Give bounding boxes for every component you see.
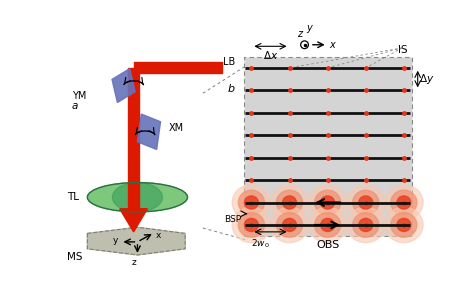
Text: XM: XM <box>168 123 183 133</box>
Text: b: b <box>228 84 235 94</box>
Text: $\Delta y$: $\Delta y$ <box>419 72 435 86</box>
Text: OBS: OBS <box>316 240 339 250</box>
Ellipse shape <box>232 185 271 220</box>
Ellipse shape <box>359 218 373 231</box>
Ellipse shape <box>283 196 296 209</box>
Ellipse shape <box>353 213 379 237</box>
Ellipse shape <box>321 218 335 231</box>
Polygon shape <box>137 114 161 149</box>
Text: x: x <box>156 231 161 240</box>
Ellipse shape <box>245 196 258 209</box>
Text: MS: MS <box>66 252 82 262</box>
FancyBboxPatch shape <box>244 57 411 236</box>
Ellipse shape <box>391 190 417 215</box>
Ellipse shape <box>391 213 417 237</box>
Text: LB: LB <box>223 57 235 67</box>
Ellipse shape <box>321 196 335 209</box>
Text: y: y <box>306 23 312 33</box>
Ellipse shape <box>315 213 341 237</box>
Ellipse shape <box>309 207 347 243</box>
Ellipse shape <box>397 196 411 209</box>
Text: TL: TL <box>66 192 79 202</box>
Ellipse shape <box>359 196 373 209</box>
Text: a: a <box>72 101 78 111</box>
Polygon shape <box>87 227 185 255</box>
Ellipse shape <box>283 218 296 231</box>
Text: IS: IS <box>398 45 407 55</box>
Ellipse shape <box>315 190 341 215</box>
Text: $\Delta x$: $\Delta x$ <box>263 49 278 61</box>
Ellipse shape <box>238 190 264 215</box>
Ellipse shape <box>112 183 163 212</box>
Ellipse shape <box>270 207 309 243</box>
Ellipse shape <box>232 207 271 243</box>
Polygon shape <box>112 69 135 102</box>
Ellipse shape <box>384 185 423 220</box>
Circle shape <box>301 41 309 49</box>
Ellipse shape <box>397 218 411 231</box>
Text: y: y <box>113 236 118 245</box>
Ellipse shape <box>87 183 188 212</box>
Ellipse shape <box>353 190 379 215</box>
Ellipse shape <box>238 213 264 237</box>
Ellipse shape <box>276 190 302 215</box>
Text: x: x <box>329 40 335 50</box>
Ellipse shape <box>346 185 385 220</box>
Text: YM: YM <box>72 91 86 101</box>
Ellipse shape <box>309 185 347 220</box>
Polygon shape <box>120 209 147 232</box>
Ellipse shape <box>384 207 423 243</box>
Text: BSP: BSP <box>224 215 241 224</box>
Text: z: z <box>297 29 301 39</box>
Ellipse shape <box>245 218 258 231</box>
Ellipse shape <box>346 207 385 243</box>
Text: $2w_0$: $2w_0$ <box>251 237 270 250</box>
Text: z: z <box>131 258 136 267</box>
Ellipse shape <box>270 185 309 220</box>
Ellipse shape <box>276 213 302 237</box>
